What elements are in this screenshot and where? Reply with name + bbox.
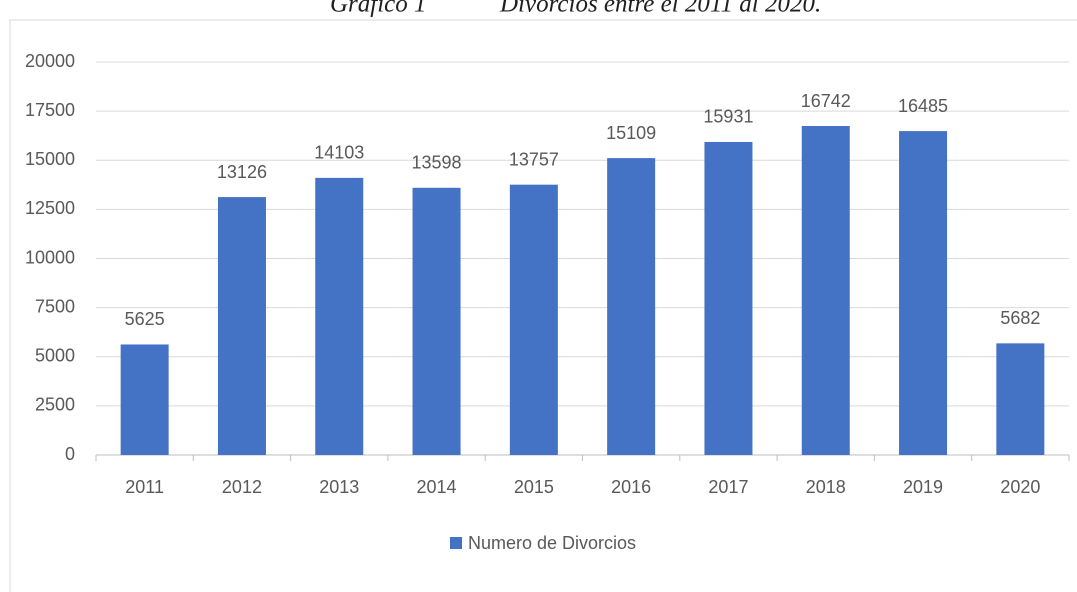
y-tick-label: 7500 [35,296,75,316]
y-tick-label: 0 [65,444,75,464]
bar [899,131,948,455]
x-tick-label: 2017 [708,477,748,497]
bar [509,184,558,455]
x-tick-label: 2013 [319,477,359,497]
y-tick-label: 12500 [25,198,75,218]
bar [315,177,364,456]
data-label: 5682 [1000,308,1040,328]
x-tick-label: 2016 [611,477,651,497]
legend-swatch [450,537,462,549]
chart-subtitle: Divorcios entre el 2011 al 2020. [499,0,821,18]
y-tick-label: 20000 [25,51,75,71]
data-label: 5625 [125,309,165,329]
bar [412,187,461,455]
data-label: 16742 [801,91,851,111]
y-tick-label: 15000 [25,149,75,169]
bar [217,197,266,455]
y-tick-label: 2500 [35,395,75,415]
chart-title: Gráfico 1 [330,0,427,18]
data-label: 15931 [703,107,753,127]
x-tick-label: 2011 [125,477,164,497]
y-tick-label: 17500 [25,100,75,120]
bar [607,158,656,455]
x-tick-label: 2012 [222,477,262,497]
data-label: 13598 [412,153,462,173]
bar [801,126,850,455]
x-tick-label: 2014 [417,477,457,497]
bar [996,343,1045,455]
x-tick-label: 2015 [514,477,554,497]
y-tick-label: 10000 [25,247,75,267]
data-label: 16485 [898,96,948,116]
x-tick-label: 2018 [806,477,846,497]
x-tick-label: 2019 [903,477,943,497]
y-tick-label: 5000 [35,346,75,366]
x-tick-label: 2020 [1000,477,1040,497]
data-label: 15109 [606,123,656,143]
bar [704,141,753,455]
data-label: 14103 [314,143,364,163]
data-label: 13126 [217,162,267,182]
chart-frame [9,19,1077,592]
data-label: 13757 [509,149,559,169]
bar [120,344,169,455]
legend-label: Numero de Divorcios [468,533,636,553]
